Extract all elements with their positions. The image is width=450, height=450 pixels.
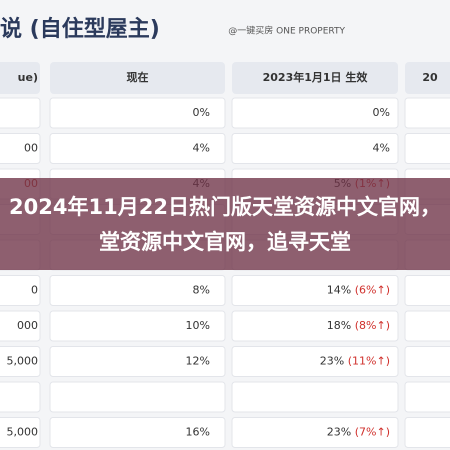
cell-text: 8% — [193, 284, 210, 297]
header-cell — [50, 62, 225, 94]
rate-change: (7%↑) — [355, 426, 390, 439]
cell — [404, 133, 450, 164]
cell-text: 23% (11%↑) — [320, 355, 390, 368]
new-rate: 23% — [320, 355, 348, 368]
cell — [0, 133, 41, 164]
cell — [231, 346, 399, 377]
cell — [404, 97, 450, 129]
header-label: 现在 — [127, 70, 149, 84]
rate-change: (11%↑) — [348, 355, 390, 368]
cell — [231, 275, 399, 306]
cell-text: 4% — [193, 142, 210, 155]
overlay-band — [0, 178, 450, 270]
new-rate: 23% — [327, 426, 355, 439]
header-cell — [405, 62, 450, 94]
header-label: ue) — [18, 71, 38, 84]
rate-change: (8%↑) — [355, 319, 390, 332]
cell-text: 12% — [186, 355, 210, 368]
cell — [231, 381, 399, 413]
cell — [231, 133, 399, 164]
cell — [231, 97, 399, 129]
header-cell — [0, 62, 40, 94]
cell — [0, 310, 41, 342]
cell — [49, 275, 226, 306]
cell-text: 10% — [186, 319, 210, 332]
cell — [404, 275, 450, 306]
brand: @一键买房 ONE PROPERTY — [228, 25, 345, 37]
cell — [231, 310, 399, 342]
cell — [404, 417, 450, 448]
cell — [404, 381, 450, 413]
cell-text: 18% (8%↑) — [327, 319, 390, 332]
new-rate: 4% — [373, 142, 390, 155]
cell-text: 0% — [193, 106, 210, 119]
cell — [231, 417, 399, 448]
cell-text: 4% — [373, 142, 390, 155]
header-cell — [232, 62, 398, 94]
cell — [49, 346, 226, 377]
cell — [0, 346, 41, 377]
cell-text: 000 — [17, 319, 38, 332]
new-rate: 0% — [373, 106, 390, 119]
cell-text: 5,000 — [7, 355, 39, 368]
cell-text: 0% — [373, 106, 390, 119]
new-rate: 18% — [327, 319, 355, 332]
cell-text: 00 — [24, 142, 38, 155]
cell — [0, 417, 41, 448]
cell — [49, 381, 226, 413]
cell — [49, 417, 226, 448]
cell — [0, 381, 41, 413]
cell-text: 5,000 — [7, 426, 39, 439]
cell — [0, 97, 41, 129]
header-label: 20 — [422, 71, 438, 84]
rate-change: (6%↑) — [355, 284, 390, 297]
overlay-line: 2024年11月22日热门版天堂资源中文官网， — [9, 195, 441, 219]
title: 说 (自住型屋主) — [0, 16, 160, 42]
cell-text: 23% (7%↑) — [327, 426, 390, 439]
cell — [49, 310, 226, 342]
cell — [49, 133, 226, 164]
cell-text: 0 — [31, 284, 38, 297]
cell — [0, 275, 41, 306]
header-label: 2023年1月1日 生效 — [263, 70, 369, 84]
cell — [404, 310, 450, 342]
new-rate: 14% — [327, 284, 355, 297]
overlay-line: 堂资源中文官网，追寻天堂 — [99, 230, 351, 254]
cell-text: 16% — [186, 426, 210, 439]
cell — [49, 97, 226, 129]
cell — [404, 346, 450, 377]
cell-text: 14% (6%↑) — [327, 284, 390, 297]
